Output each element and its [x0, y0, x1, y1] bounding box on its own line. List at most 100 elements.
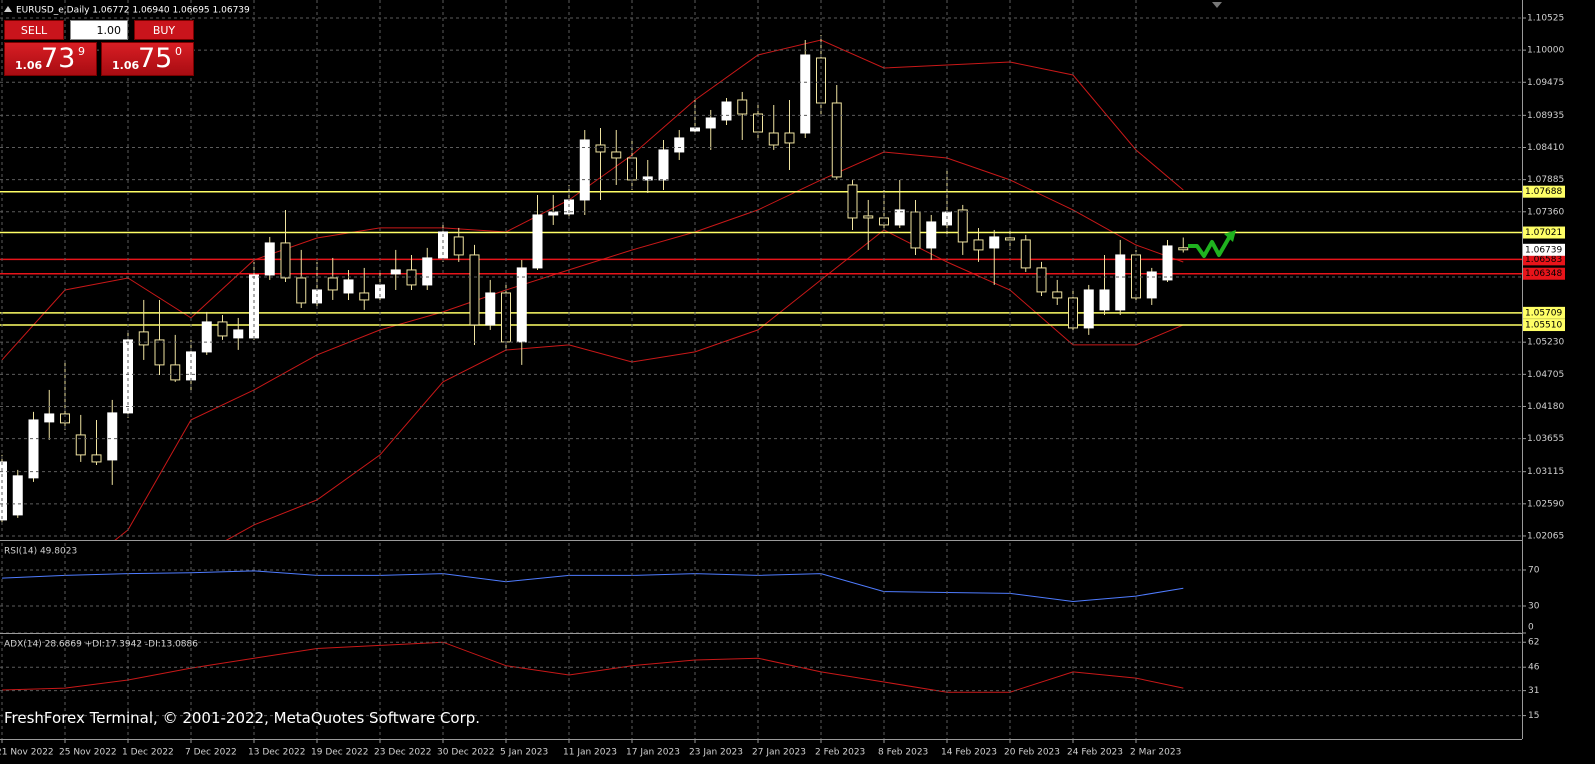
- candle-body: [642, 176, 653, 181]
- y-tick-label: 1.10000: [1527, 46, 1564, 56]
- candle-body: [1036, 267, 1047, 293]
- candle-body: [1083, 289, 1094, 329]
- candle-body: [674, 137, 685, 153]
- x-tick-label: 27 Jan 2023: [752, 748, 806, 758]
- current-price-label: 1.06739: [1525, 245, 1562, 255]
- y-tick-label: 30: [1528, 602, 1540, 612]
- candle-body: [453, 236, 464, 256]
- candle-body: [1052, 291, 1063, 299]
- price-prefix: 1.06: [15, 59, 43, 72]
- candle-body: [1115, 254, 1126, 311]
- y-tick-label: 1.02590: [1527, 499, 1564, 509]
- candle-body: [390, 269, 401, 275]
- x-tick-label: 25 Nov 2022: [59, 748, 117, 758]
- price-pips: 73: [41, 43, 76, 74]
- candle-body: [721, 101, 732, 121]
- candle-body: [863, 215, 874, 219]
- candle-body: [532, 214, 543, 269]
- candle-body: [280, 242, 291, 279]
- candle-body: [595, 144, 606, 153]
- candle-body: [737, 99, 748, 115]
- x-tick-label: 14 Feb 2023: [941, 748, 997, 758]
- candle-body: [154, 339, 165, 366]
- candle-body: [107, 412, 118, 461]
- candle-body: [359, 292, 370, 301]
- bollinger-middle: [114, 151, 1184, 540]
- x-tick-label: 24 Feb 2023: [1067, 748, 1123, 758]
- y-tick-label: 1.05230: [1527, 338, 1564, 348]
- y-tick-label: 1.03115: [1527, 467, 1564, 477]
- x-tick-label: 23 Jan 2023: [689, 748, 743, 758]
- level-label-box: [1523, 253, 1565, 266]
- x-tick-label: 30 Dec 2022: [437, 748, 495, 758]
- candle-body: [201, 321, 212, 353]
- price-fraction: 0: [175, 45, 182, 58]
- level-label-box: [1523, 267, 1565, 280]
- candle-body: [138, 331, 149, 346]
- x-tick-label: 20 Feb 2023: [1004, 748, 1060, 758]
- x-tick-label: 23 Dec 2022: [374, 748, 432, 758]
- one-click-trading: SELL 1.00 BUY 1.06 73 9 1.06 75 0: [4, 20, 194, 76]
- y-tick-label: 15: [1528, 711, 1539, 721]
- y-tick-label: 1.10525: [1527, 14, 1564, 24]
- candle-body: [264, 242, 275, 276]
- y-tick-label: 70: [1528, 566, 1540, 576]
- collapse-icon[interactable]: [4, 6, 12, 12]
- x-tick-label: 19 Dec 2022: [311, 748, 369, 758]
- adx-line: [1, 641, 1184, 693]
- x-tick-label: 7 Dec 2022: [185, 748, 237, 758]
- candle-body: [1178, 247, 1189, 251]
- shift-marker: [1212, 2, 1222, 8]
- y-tick-label: 0: [1528, 623, 1534, 633]
- candle-body: [784, 132, 795, 144]
- candle-body: [12, 475, 23, 516]
- x-tick-label: 1 Dec 2022: [122, 748, 174, 758]
- y-tick-label: 1.07885: [1527, 175, 1564, 185]
- candle-body: [548, 211, 559, 216]
- bid-price[interactable]: 1.06 73 9: [4, 42, 97, 76]
- x-tick-label: 17 Jan 2023: [626, 748, 680, 758]
- candle-body: [957, 209, 968, 243]
- y-tick-label: 1.02065: [1527, 531, 1564, 541]
- candle-body: [217, 321, 228, 337]
- watermark: FreshForex Terminal, © 2001-2022, MetaQu…: [4, 709, 481, 727]
- y-tick-label: 1.03655: [1527, 434, 1564, 444]
- candle-body: [847, 184, 858, 219]
- sell-button[interactable]: SELL: [4, 20, 64, 40]
- x-tick-label: 2 Mar 2023: [1130, 748, 1181, 758]
- candle-body: [973, 239, 984, 251]
- candle-body: [831, 102, 842, 178]
- candle-body: [1162, 245, 1173, 281]
- level-label-box: [1523, 319, 1565, 332]
- candle-body: [1005, 237, 1015, 241]
- chart-title: EURUSD_e,Daily 1.06772 1.06940 1.06695 1…: [16, 6, 250, 16]
- price-prefix: 1.06: [112, 59, 140, 72]
- forecast-arrow: [1188, 234, 1232, 258]
- buy-button[interactable]: BUY: [134, 20, 194, 40]
- level-label: 1.05510: [1525, 321, 1562, 331]
- level-label: 1.07021: [1525, 228, 1562, 238]
- candle-body: [422, 257, 433, 286]
- ask-price[interactable]: 1.06 75 0: [101, 42, 194, 76]
- lot-input[interactable]: 1.00: [70, 20, 128, 40]
- candle-body: [611, 151, 622, 159]
- candle-body: [926, 221, 937, 249]
- candle-body: [170, 364, 181, 381]
- candle-body: [75, 434, 86, 456]
- y-tick-label: 62: [1528, 638, 1539, 648]
- x-tick-label: 5 Jan 2023: [500, 748, 548, 758]
- candle-body: [894, 209, 905, 226]
- x-tick-label: 8 Feb 2023: [878, 748, 928, 758]
- adx-panel: [1, 641, 1184, 693]
- level-label-box: [1523, 185, 1565, 198]
- forecast-arrow-head: [1224, 230, 1236, 242]
- level-label: 1.05709: [1525, 308, 1562, 318]
- candle-body: [800, 54, 811, 134]
- y-tick-label: 1.09475: [1527, 78, 1564, 88]
- candle-body: [1146, 271, 1157, 299]
- candle-body: [658, 149, 669, 181]
- rsi-line: [1, 570, 1184, 603]
- candle-body: [44, 413, 55, 423]
- y-tick-label: 1.04705: [1527, 370, 1564, 380]
- y-tick-label: 1.08935: [1527, 111, 1564, 121]
